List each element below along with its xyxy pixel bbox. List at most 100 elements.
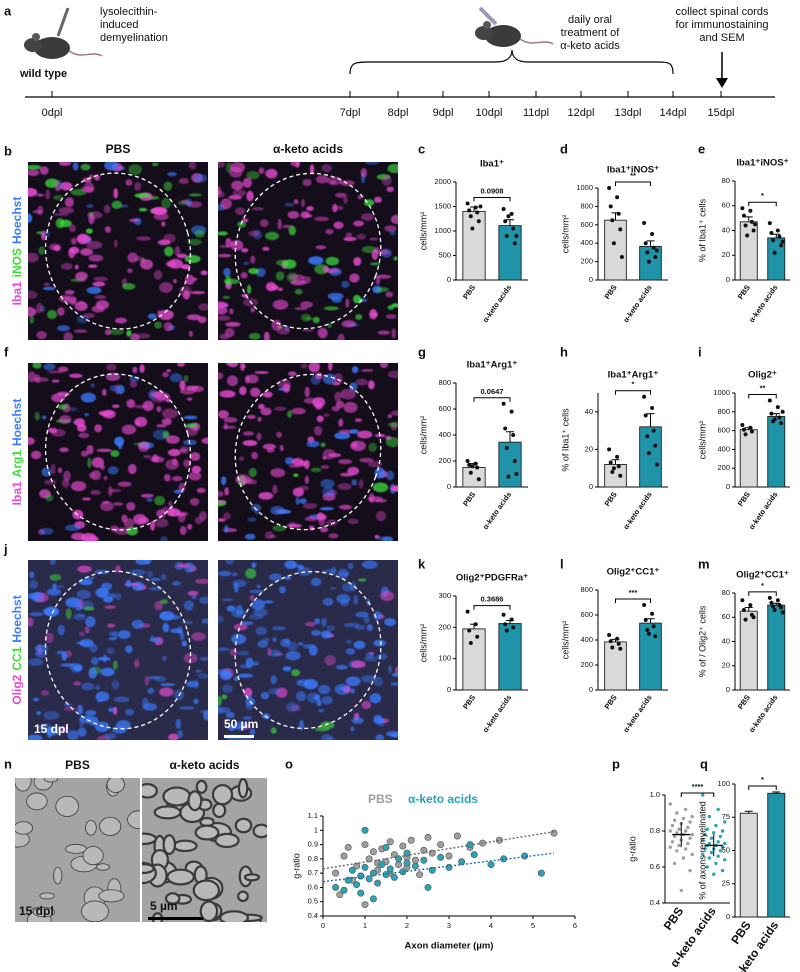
signal-blob [314,401,323,410]
y-tick-label: 0 [726,685,730,694]
axon [153,805,182,820]
bar [498,441,522,488]
signal-blob [262,443,277,450]
data-point [506,474,511,479]
signal-blob [319,506,334,511]
signal-blob [235,474,251,485]
scale-bar [148,917,203,920]
signal-blob [162,622,170,633]
signal-blob [58,162,72,166]
treatment-text: α-keto acids [560,40,620,52]
signal-blob [172,580,181,586]
mouse-icon [32,33,40,41]
data-point [340,886,348,894]
signal-blob [360,298,368,303]
data-point [610,645,615,650]
signal-blob [179,525,187,536]
axon [43,778,59,783]
signal-blob [67,730,79,740]
signal-blob [265,281,277,292]
signal-blob [187,238,202,246]
signal-blob [390,681,398,687]
signal-blob [161,418,172,426]
signal-blob [166,398,171,403]
signal-blob [34,411,40,421]
signal-blob [150,577,161,582]
x-tick-label: α-keto acids [481,490,513,531]
signal-blob [64,289,75,295]
data-point [504,446,509,450]
data-point [475,634,480,639]
y-tick-label: 60 [722,201,730,210]
signal-blob [159,599,169,605]
data-point [749,429,754,434]
data-point [608,639,613,644]
signal-blob [385,291,394,298]
signal-blob [335,192,347,198]
signal-blob [36,710,42,716]
signal-blob [218,707,231,714]
signal-blob [304,621,316,627]
stain-name: CC1 [10,646,24,670]
signal-blob [72,162,79,171]
signal-blob [158,282,173,293]
signal-blob [369,262,381,266]
stain-name: Olig2 [10,674,24,704]
chart-title: Olig2⁺CC1⁺ [736,570,789,581]
signal-blob [390,485,398,491]
signal-blob [347,518,359,525]
y-tick-label: 400 [438,430,451,439]
signal-blob [224,524,229,534]
signal-blob [127,252,138,263]
signal-blob [334,205,344,211]
signal-blob [237,673,254,678]
signal-blob [113,188,119,199]
y-axis-label: g-ratio [627,836,637,862]
signal-blob [355,313,363,321]
significance-bracket [473,197,511,202]
signal-blob [183,653,198,664]
data-point [468,214,473,219]
data-point [723,820,727,824]
significance-bracket [615,598,651,603]
signal-blob [361,245,377,254]
signal-blob [246,414,256,420]
signal-blob [77,565,92,573]
signal-blob [353,256,362,266]
signal-blob [255,626,268,636]
signal-blob [221,476,227,486]
signal-blob [133,513,147,525]
signal-blob [183,600,194,611]
signal-blob [239,722,245,729]
signal-blob [139,364,145,373]
treatment-bracket [349,49,674,75]
signal-blob [231,609,247,618]
significance-label: 0.3686 [481,595,504,604]
signal-blob [167,258,184,269]
signal-blob [238,456,244,461]
y-tick-label: 40 [722,636,730,645]
signal-blob [390,214,398,225]
signal-blob [223,512,231,520]
signal-blob [316,328,328,338]
signal-blob [41,415,47,420]
signal-blob [345,232,353,239]
mouse-icon [485,25,521,47]
x-tick-label: α-keto acids [621,490,653,531]
data-point [403,859,411,867]
signal-blob [181,620,193,625]
signal-blob [78,432,90,439]
signal-blob [129,376,140,382]
panel-letter: m [698,556,710,571]
signal-blob [310,577,322,587]
data-point [653,634,658,639]
signal-blob [356,430,373,439]
signal-blob [63,332,74,340]
signal-blob [366,624,374,631]
signal-blob [162,371,169,378]
chart-title: Iba1⁺iNOS⁺ [607,165,659,176]
signal-blob [321,164,333,173]
chart-title: Iba1⁺Arg1⁺ [608,370,659,381]
x-tick-label: α-keto acids [621,693,653,734]
signal-blob [68,248,76,259]
